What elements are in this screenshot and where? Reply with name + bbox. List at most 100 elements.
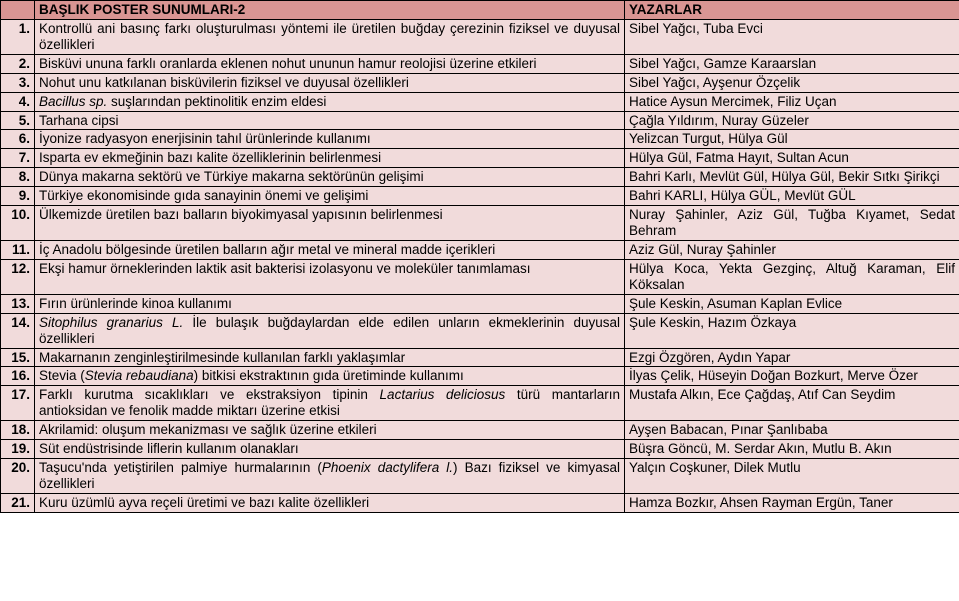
row-title: Süt endüstrisinde liflerin kullanım olan… [35, 440, 625, 459]
row-authors: Nuray Şahinler, Aziz Gül, Tuğba Kıyamet,… [625, 206, 959, 241]
row-title: Stevia (Stevia rebaudiana) bitkisi ekstr… [35, 367, 625, 386]
row-title: Taşucu'nda yetiştirilen palmiye hurmalar… [35, 459, 625, 494]
title-text: ) bitkisi ekstraktının gıda üretiminde k… [194, 368, 464, 383]
table-row: 3.Nohut unu katkılanan bisküvilerin fizi… [1, 73, 959, 92]
table-row: 9.Türkiye ekonomisinde gıda sanayinin ön… [1, 187, 959, 206]
row-authors: Yalçın Coşkuner, Dilek Mutlu [625, 459, 959, 494]
row-authors: Sibel Yağcı, Tuba Evci [625, 19, 959, 54]
row-title: Akrilamid: oluşum mekanizması ve sağlık … [35, 421, 625, 440]
row-number: 7. [1, 149, 35, 168]
table-row: 4.Bacillus sp. suşlarından pektinolitik … [1, 92, 959, 111]
title-text: Tarhana cipsi [39, 113, 119, 128]
title-text: İyonize radyasyon enerjisinin tahıl ürün… [39, 131, 371, 146]
title-text: Stevia ( [39, 368, 85, 383]
title-text: Fırın ürünlerinde kinoa kullanımı [39, 296, 232, 311]
row-title: Bisküvi ununa farklı oranlarda eklenen n… [35, 54, 625, 73]
row-title: Makarnanın zenginleştirilmesinde kullanı… [35, 348, 625, 367]
row-number: 12. [1, 259, 35, 294]
row-authors: Ayşen Babacan, Pınar Şanlıbaba [625, 421, 959, 440]
table-row: 6. İyonize radyasyon enerjisinin tahıl ür… [1, 130, 959, 149]
row-title: Sitophilus granarius L. İle bulaşık buğd… [35, 313, 625, 348]
table-row: 5. Tarhana cipsi Çağla Yıldırım, Nuray Güz… [1, 111, 959, 130]
row-authors: Sibel Yağcı, Gamze Karaarslan [625, 54, 959, 73]
row-number: 16. [1, 367, 35, 386]
row-authors: Ezgi Özgören, Aydın Yapar [625, 348, 959, 367]
row-authors: İlyas Çelik, Hüseyin Doğan Bozkurt, Merv… [625, 367, 959, 386]
table-row: 7. Isparta ev ekmeğinin bazı kalite özell… [1, 149, 959, 168]
title-text: Lactarius deliciosus [380, 387, 506, 402]
row-authors: Hatice Aysun Mercimek, Filiz Uçan [625, 92, 959, 111]
table-row: 11. İç Anadolu bölgesinde üretilen ballar… [1, 240, 959, 259]
title-text: Bacillus sp. [39, 94, 107, 109]
title-text: Farklı kurutma sıcaklıkları ve ekstraksi… [39, 387, 380, 402]
row-number: 13. [1, 294, 35, 313]
row-title: Nohut unu katkılanan bisküvilerin fiziks… [35, 73, 625, 92]
row-number: 17. [1, 386, 35, 421]
row-number: 10. [1, 206, 35, 241]
header-title: BAŞLIK POSTER SUNUMLARI-2 [35, 1, 625, 20]
title-text: Bisküvi ununa farklı oranlarda eklenen n… [39, 56, 537, 71]
title-text: Ülkemizde üretilen bazı balların biyokim… [39, 207, 443, 222]
row-number: 18. [1, 421, 35, 440]
title-text: Ekşi hamur örneklerinden laktik asit bak… [39, 261, 530, 276]
row-title: Türkiye ekonomisinde gıda sanayinin önem… [35, 187, 625, 206]
poster-table: BAŞLIK POSTER SUNUMLARI-2YAZARLAR1.Kontr… [0, 0, 959, 513]
title-text: Süt endüstrisinde liflerin kullanım olan… [39, 441, 299, 456]
row-authors: Şule Keskin, Asuman Kaplan Evlice [625, 294, 959, 313]
table-container: BAŞLIK POSTER SUNUMLARI-2YAZARLAR1.Kontr… [0, 0, 959, 513]
row-number: 2. [1, 54, 35, 73]
table-row: 15. Makarnanın zenginleştirilmesinde kull… [1, 348, 959, 367]
header-authors: YAZARLAR [625, 1, 959, 20]
row-number: 1. [1, 19, 35, 54]
row-number: 14. [1, 313, 35, 348]
table-row: 17. Farklı kurutma sıcaklıkları ve ekstra… [1, 386, 959, 421]
title-text: suşlarından pektinolitik enzim eldesi [107, 94, 326, 109]
row-number: 21. [1, 493, 35, 512]
row-authors: Bahri KARLI, Hülya GÜL, Mevlüt GÜL [625, 187, 959, 206]
row-authors: Büşra Göncü, M. Serdar Akın, Mutlu B. Ak… [625, 440, 959, 459]
row-title: İyonize radyasyon enerjisinin tahıl ürün… [35, 130, 625, 149]
row-number: 3. [1, 73, 35, 92]
title-text: Phoenix dactylifera l. [322, 460, 453, 475]
row-title: İç Anadolu bölgesinde üretilen balların … [35, 240, 625, 259]
row-authors: Sibel Yağcı, Ayşenur Özçelik [625, 73, 959, 92]
table-row: 2. Bisküvi ununa farklı oranlarda eklenen… [1, 54, 959, 73]
table-row: 19. Süt endüstrisinde liflerin kullanım o… [1, 440, 959, 459]
row-title: Kontrollü ani basınç farkı oluşturulması… [35, 19, 625, 54]
row-number: 8. [1, 168, 35, 187]
title-text: Isparta ev ekmeğinin bazı kalite özellik… [39, 150, 381, 165]
title-text: Kontrollü ani basınç farkı oluşturulması… [39, 21, 620, 52]
title-text: Dünya makarna sektörü ve Türkiye makarna… [39, 169, 424, 184]
title-text: İç Anadolu bölgesinde üretilen balların … [39, 242, 495, 257]
row-authors: Hülya Koca, Yekta Gezginç, Altuğ Karaman… [625, 259, 959, 294]
table-row: 14.Sitophilus granarius L. İle bulaşık b… [1, 313, 959, 348]
row-title: Fırın ürünlerinde kinoa kullanımı [35, 294, 625, 313]
row-title: Isparta ev ekmeğinin bazı kalite özellik… [35, 149, 625, 168]
row-authors: Hamza Bozkır, Ahsen Rayman Ergün, Taner [625, 493, 959, 512]
table-row: 13. Fırın ürünlerinde kinoa kullanımı Şule… [1, 294, 959, 313]
table-row: 20.Taşucu'nda yetiştirilen palmiye hurma… [1, 459, 959, 494]
table-header-row: BAŞLIK POSTER SUNUMLARI-2YAZARLAR [1, 1, 959, 20]
row-number: 6. [1, 130, 35, 149]
table-row: 8. Dünya makarna sektörü ve Türkiye makar… [1, 168, 959, 187]
header-num [1, 1, 35, 20]
title-text: Akrilamid: oluşum mekanizması ve sağlık … [39, 422, 377, 437]
row-title: Farklı kurutma sıcaklıkları ve ekstraksi… [35, 386, 625, 421]
row-number: 19. [1, 440, 35, 459]
row-authors: Aziz Gül, Nuray Şahinler [625, 240, 959, 259]
title-text: Makarnanın zenginleştirilmesinde kullanı… [39, 350, 405, 365]
row-title: Kuru üzümlü ayva reçeli üretimi ve bazı … [35, 493, 625, 512]
row-authors: Çağla Yıldırım, Nuray Güzeler [625, 111, 959, 130]
table-row: 18. Akrilamid: oluşum mekanizması ve sağl… [1, 421, 959, 440]
row-number: 15. [1, 348, 35, 367]
table-row: 1.Kontrollü ani basınç farkı oluşturulma… [1, 19, 959, 54]
row-authors: Şule Keskin, Hazım Özkaya [625, 313, 959, 348]
row-authors: Hülya Gül, Fatma Hayıt, Sultan Acun [625, 149, 959, 168]
row-authors: Bahri Karlı, Mevlüt Gül, Hülya Gül, Beki… [625, 168, 959, 187]
row-number: 5. [1, 111, 35, 130]
title-text: Kuru üzümlü ayva reçeli üretimi ve bazı … [39, 495, 369, 510]
table-row: 16.Stevia (Stevia rebaudiana) bitkisi ek… [1, 367, 959, 386]
row-number: 9. [1, 187, 35, 206]
table-row: 21. Kuru üzümlü ayva reçeli üretimi ve ba… [1, 493, 959, 512]
row-number: 11. [1, 240, 35, 259]
